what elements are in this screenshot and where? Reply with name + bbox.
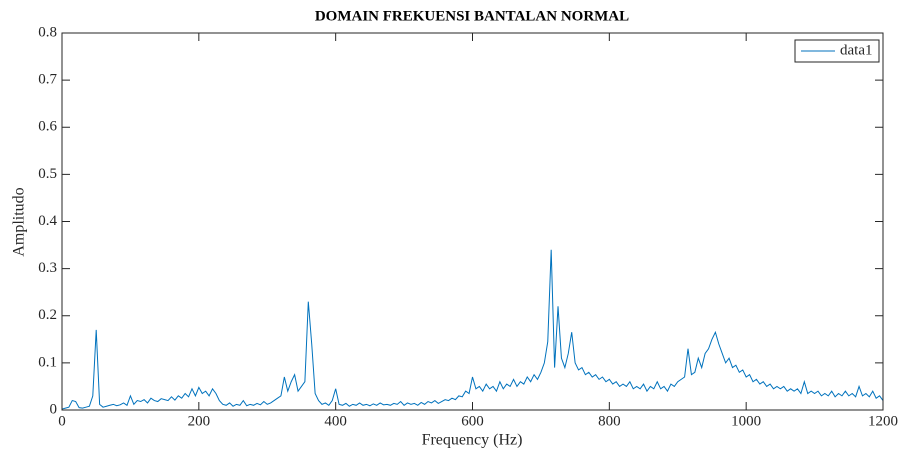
x-tick-label: 200	[188, 413, 211, 429]
plot-frame	[61, 32, 884, 411]
x-tick-label: 400	[324, 413, 347, 429]
legend-box	[794, 39, 880, 63]
y-tick-label: 0.5	[38, 166, 57, 182]
y-axis-label: Amplitudo	[11, 187, 28, 256]
y-tick-label: 0	[50, 401, 58, 417]
y-tick-label: 0.6	[38, 119, 57, 135]
x-tick-label: 600	[461, 413, 484, 429]
y-tick-label: 0.4	[38, 213, 57, 229]
x-tick-label: 1200	[868, 413, 898, 429]
y-tick-label: 0.3	[38, 260, 57, 276]
y-tick-label: 0.1	[38, 354, 57, 370]
y-tick-label: 0.7	[38, 72, 57, 88]
chart-title: DOMAIN FREKUENSI BANTALAN NORMAL	[315, 8, 629, 24]
x-axis-label: Frequency (Hz)	[422, 432, 523, 449]
y-tick-label: 0.8	[38, 24, 57, 40]
legend-label: data1	[840, 42, 872, 58]
y-tick-label: 0.2	[38, 307, 57, 323]
x-tick-label: 0	[58, 413, 66, 429]
x-tick-label: 1000	[731, 413, 761, 429]
data-line	[61, 249, 884, 410]
x-tick-label: 800	[598, 413, 621, 429]
